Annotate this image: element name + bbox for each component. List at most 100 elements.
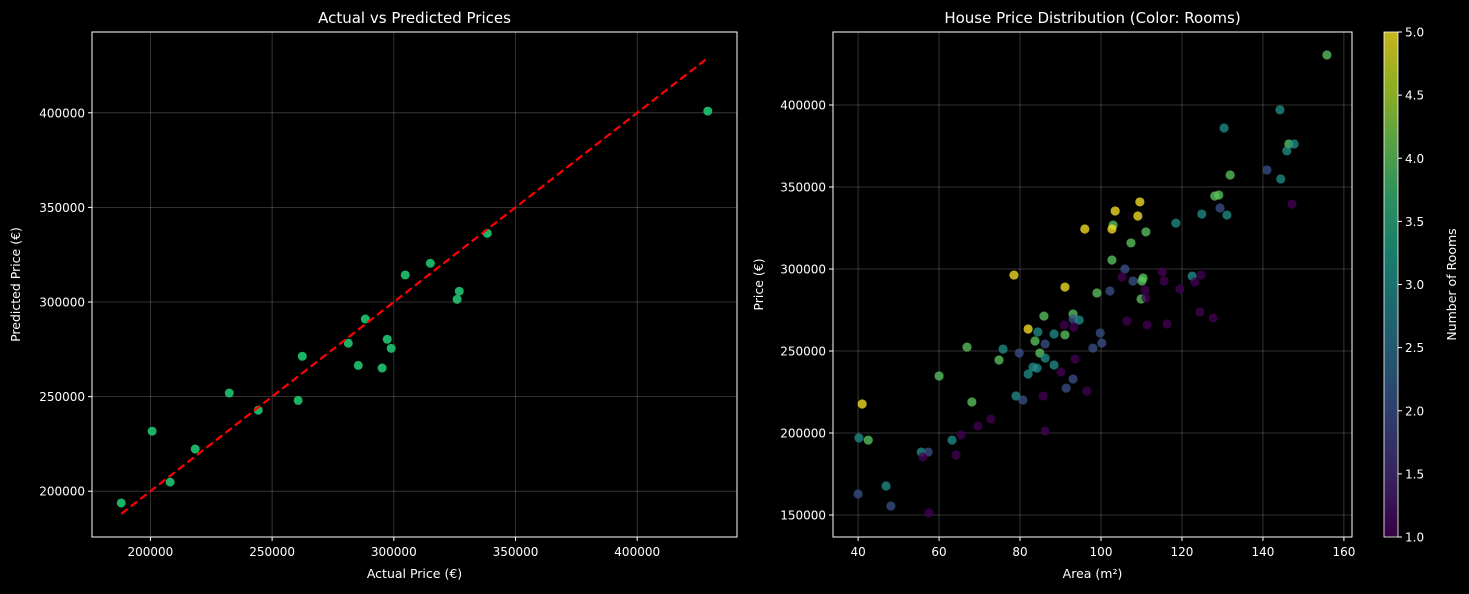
actual-vs-predicted-plot: Actual vs Predicted Prices Actual Price … bbox=[8, 9, 738, 581]
colorbar-tick-label: 4.0 bbox=[1405, 152, 1424, 166]
data-point bbox=[1214, 190, 1224, 200]
data-point bbox=[1049, 329, 1059, 339]
data-point bbox=[994, 355, 1004, 365]
data-point bbox=[854, 433, 864, 443]
left-y-tick-label: 250000 bbox=[39, 390, 85, 404]
right-y-tick-label: 250000 bbox=[780, 345, 826, 359]
data-point bbox=[297, 351, 307, 361]
data-point bbox=[1276, 174, 1286, 184]
data-point bbox=[1225, 170, 1235, 180]
data-point bbox=[1142, 320, 1152, 330]
data-point bbox=[1110, 206, 1120, 216]
data-point bbox=[1023, 324, 1033, 334]
data-point bbox=[1095, 328, 1105, 338]
data-point bbox=[1040, 353, 1050, 363]
data-point bbox=[377, 363, 387, 373]
data-point bbox=[452, 294, 462, 304]
left-chart-title: Actual vs Predicted Prices bbox=[318, 9, 511, 27]
data-point bbox=[934, 371, 944, 381]
data-point bbox=[425, 258, 435, 268]
right-y-tick-label: 350000 bbox=[780, 180, 826, 194]
data-point bbox=[1040, 339, 1050, 349]
right-x-tick-label: 40 bbox=[850, 545, 865, 559]
right-x-tick-label: 100 bbox=[1090, 545, 1113, 559]
left-y-tick-label: 350000 bbox=[39, 201, 85, 215]
data-point bbox=[1287, 199, 1297, 209]
data-point bbox=[886, 501, 896, 511]
colorbar-tick-label: 1.5 bbox=[1405, 467, 1424, 481]
data-point bbox=[1117, 272, 1127, 282]
data-point bbox=[1074, 315, 1084, 325]
data-point bbox=[1157, 267, 1167, 277]
data-point bbox=[1068, 374, 1078, 384]
data-point bbox=[1289, 139, 1299, 149]
left-y-axis-label: Predicted Price (€) bbox=[8, 227, 23, 342]
data-point bbox=[382, 334, 392, 344]
data-point bbox=[343, 338, 353, 348]
data-point bbox=[863, 435, 873, 445]
data-point bbox=[1120, 264, 1130, 274]
data-point bbox=[1175, 284, 1185, 294]
data-point bbox=[165, 477, 175, 487]
data-point bbox=[1009, 270, 1019, 280]
data-point bbox=[1133, 211, 1143, 221]
data-point bbox=[1141, 227, 1151, 237]
data-point bbox=[1275, 105, 1285, 115]
data-point bbox=[353, 360, 363, 370]
data-point bbox=[1122, 316, 1132, 326]
data-point bbox=[1023, 369, 1033, 379]
data-point bbox=[1032, 363, 1042, 373]
data-point bbox=[1011, 391, 1021, 401]
colorbar-tick-label: 5.0 bbox=[1405, 26, 1424, 40]
data-point bbox=[1107, 255, 1117, 265]
data-point bbox=[1105, 286, 1115, 296]
data-point bbox=[1159, 276, 1169, 286]
colorbar: Number of Rooms 1.0 1.5 2.0 2.5 3.0 3.5 4.0 4.5… bbox=[1383, 26, 1459, 545]
data-point bbox=[116, 498, 126, 508]
data-point bbox=[1262, 165, 1272, 175]
data-point bbox=[1080, 224, 1090, 234]
data-point bbox=[1208, 313, 1218, 323]
data-point bbox=[1162, 319, 1172, 329]
data-point bbox=[147, 426, 157, 436]
colorbar-label: Number of Rooms bbox=[1444, 228, 1459, 340]
data-point bbox=[1219, 123, 1229, 133]
data-point bbox=[190, 444, 200, 454]
data-point bbox=[1056, 367, 1066, 377]
data-point bbox=[703, 106, 713, 116]
right-x-tick-label: 140 bbox=[1251, 545, 1274, 559]
right-x-axis-label: Area (m²) bbox=[1063, 566, 1123, 581]
perfect-prediction-line bbox=[120, 57, 709, 515]
data-point bbox=[1059, 320, 1069, 330]
right-y-tick-label: 200000 bbox=[780, 427, 826, 441]
data-point bbox=[1069, 322, 1079, 332]
data-point bbox=[1070, 354, 1080, 364]
data-point bbox=[1040, 426, 1050, 436]
data-point bbox=[951, 450, 961, 460]
data-point bbox=[1196, 270, 1206, 280]
left-y-tick-label: 400000 bbox=[39, 106, 85, 120]
data-point bbox=[1215, 203, 1225, 213]
data-point bbox=[857, 399, 867, 409]
data-point bbox=[1135, 197, 1145, 207]
data-point bbox=[998, 344, 1008, 354]
data-point bbox=[224, 388, 234, 398]
data-point bbox=[400, 270, 410, 280]
data-point bbox=[967, 397, 977, 407]
data-point bbox=[962, 342, 972, 352]
data-point bbox=[386, 343, 396, 353]
price-distribution-plot: House Price Distribution (Color: Rooms) … bbox=[751, 9, 1355, 581]
data-point bbox=[454, 286, 464, 296]
right-y-tick-label: 150000 bbox=[780, 509, 826, 523]
data-point bbox=[1061, 383, 1071, 393]
data-point bbox=[1018, 395, 1028, 405]
left-x-axis-label: Actual Price (€) bbox=[367, 566, 462, 581]
left-y-tick-label: 300000 bbox=[39, 296, 85, 310]
data-point bbox=[1140, 285, 1150, 295]
colorbar-gradient bbox=[1384, 32, 1398, 537]
data-point bbox=[973, 421, 983, 431]
right-x-tick-label: 60 bbox=[931, 545, 946, 559]
right-x-tick-label: 160 bbox=[1332, 545, 1355, 559]
data-point bbox=[1190, 277, 1200, 287]
